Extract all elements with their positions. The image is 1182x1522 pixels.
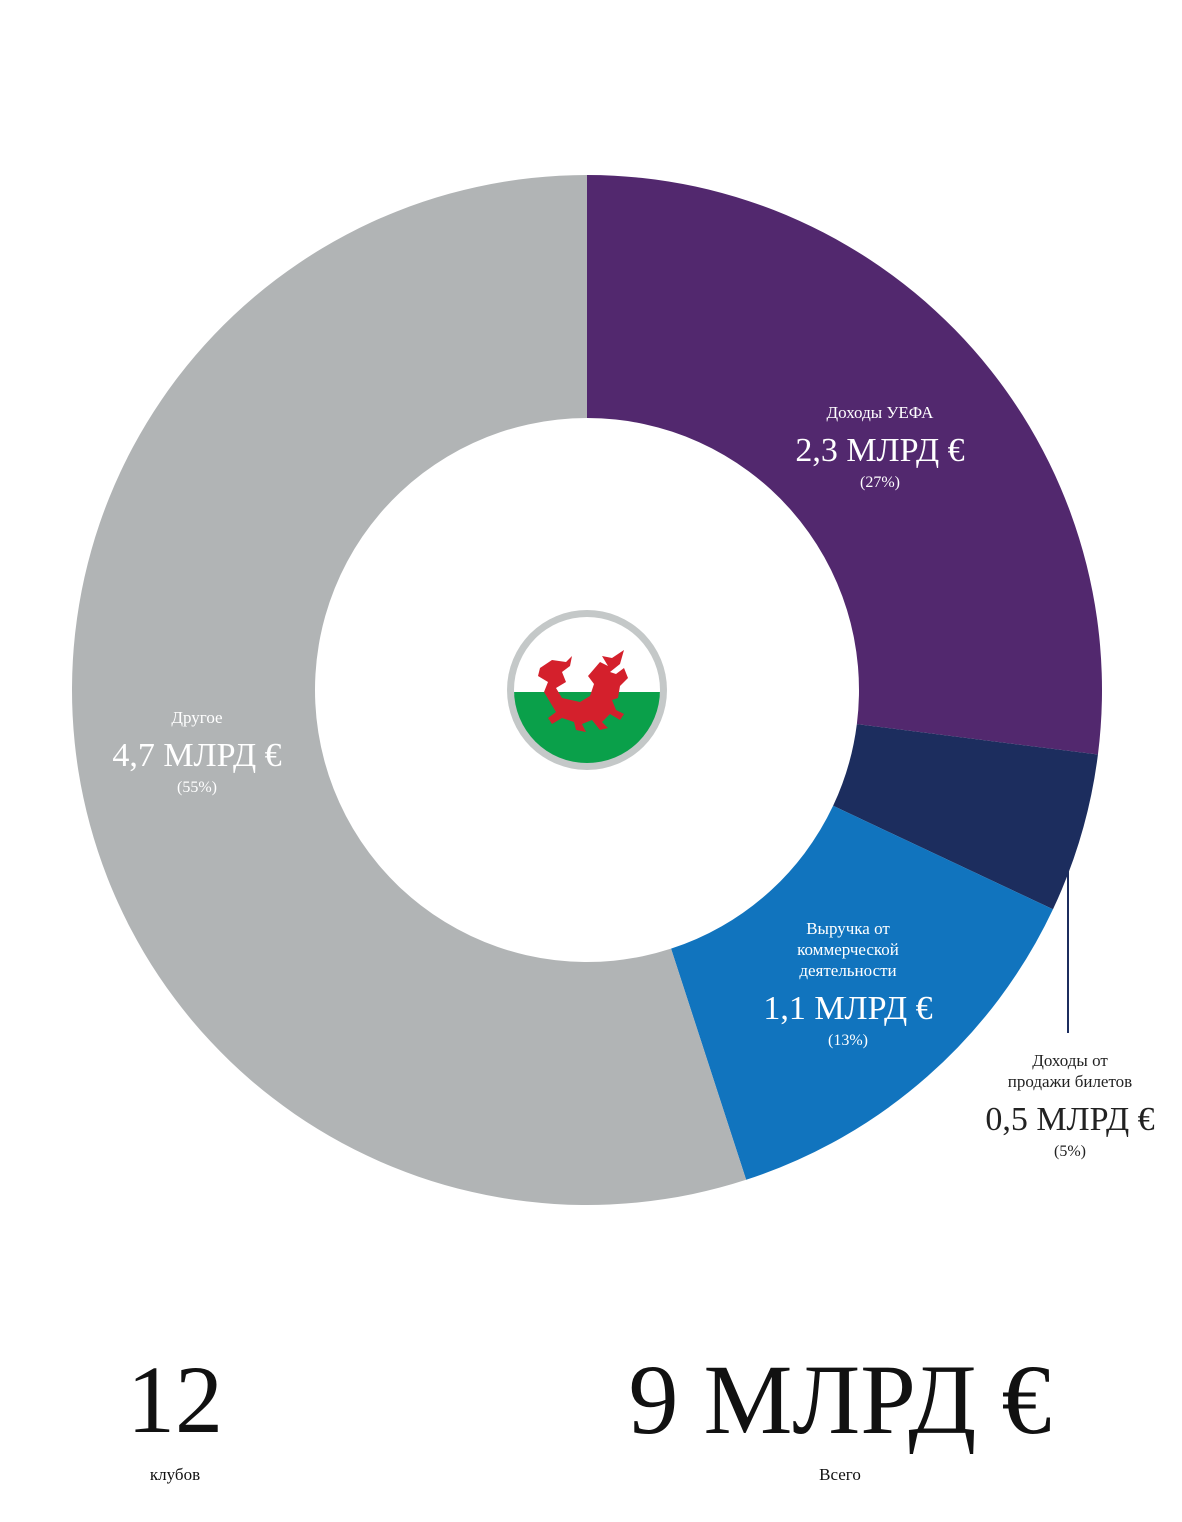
segment-amount: 0,5 МЛРД € — [985, 1101, 1155, 1138]
segment-label: Доходы от продажи билетов 0,5 МЛРД € (5%) — [985, 1050, 1154, 1162]
total-label: Всего — [819, 1465, 861, 1484]
segment-name: Доходы от продажи билетов — [1007, 1051, 1133, 1091]
segment-percent: (5%) — [1054, 1143, 1086, 1160]
donut-segment — [671, 805, 1053, 1180]
total: 9 МЛРД € — [628, 1344, 1052, 1455]
segment-amount: 4,7 МЛРД € — [112, 737, 282, 774]
segment-amount: 1,1 МЛРД € — [763, 990, 933, 1027]
donut-segment — [71, 175, 747, 1206]
segment-percent: (27%) — [860, 474, 900, 491]
clubs-label: клубов — [149, 1465, 201, 1484]
segment-name: Другое — [171, 708, 223, 727]
donut — [71, 175, 1103, 1206]
segment-label: Другое 4,7 МЛРД € (55%) — [97, 707, 297, 798]
segment-label: Доходы УЕФА 2,3 МЛРД € (27%) — [780, 402, 980, 493]
segment-name: Доходы УЕФА — [826, 403, 934, 422]
segment-percent: (13%) — [828, 1032, 868, 1049]
clubs-count: 12 — [127, 1346, 223, 1453]
flag — [507, 610, 667, 770]
segment-percent: (55%) — [177, 779, 217, 796]
segment-amount: 2,3 МЛРД € — [795, 432, 965, 469]
segment-label: Выручка от коммерческой деятельности 1,1 … — [763, 918, 932, 1051]
segment-name: Выручка от коммерческой деятельности — [797, 919, 899, 980]
donut-segment — [587, 175, 1103, 755]
donut-segment — [833, 724, 1098, 910]
